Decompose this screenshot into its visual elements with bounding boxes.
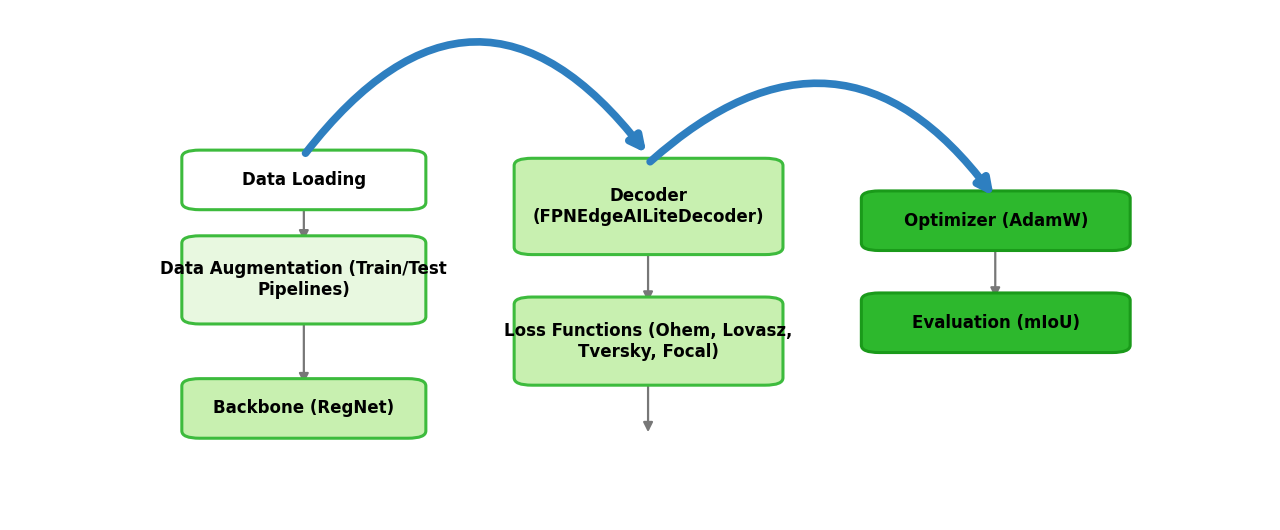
Text: Loss Functions (Ohem, Lovasz,
Tversky, Focal): Loss Functions (Ohem, Lovasz, Tversky, F… — [504, 322, 792, 360]
Text: Evaluation (mIoU): Evaluation (mIoU) — [911, 314, 1080, 332]
FancyBboxPatch shape — [182, 378, 426, 438]
FancyBboxPatch shape — [861, 191, 1130, 251]
FancyBboxPatch shape — [861, 293, 1130, 352]
Text: Backbone (RegNet): Backbone (RegNet) — [214, 400, 394, 418]
Text: Decoder
(FPNEdgeAILiteDecoder): Decoder (FPNEdgeAILiteDecoder) — [532, 187, 764, 226]
FancyBboxPatch shape — [182, 236, 426, 324]
FancyBboxPatch shape — [515, 297, 783, 385]
Text: Optimizer (AdamW): Optimizer (AdamW) — [904, 211, 1088, 229]
FancyArrowPatch shape — [650, 83, 988, 189]
FancyBboxPatch shape — [182, 150, 426, 210]
FancyArrowPatch shape — [306, 42, 641, 153]
FancyBboxPatch shape — [515, 158, 783, 254]
Text: Data Augmentation (Train/Test
Pipelines): Data Augmentation (Train/Test Pipelines) — [160, 260, 447, 299]
Text: Data Loading: Data Loading — [242, 171, 366, 189]
